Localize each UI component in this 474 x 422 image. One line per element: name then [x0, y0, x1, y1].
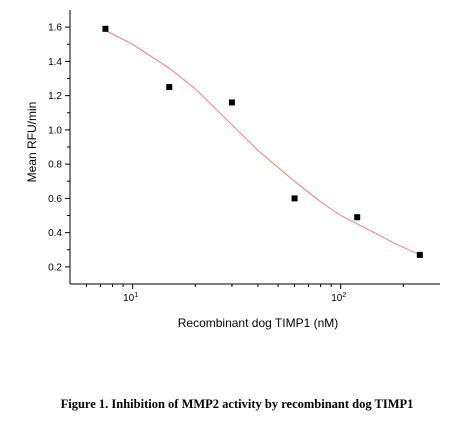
data-point — [416, 251, 423, 258]
y-tick-label: 0.2 — [48, 262, 62, 273]
x-tick-label: 101 — [123, 292, 138, 304]
chart: 0.2 0.4 0.6 0.8 1.0 1.2 1.4 1.6 101 102 Recombina… — [25, 10, 440, 330]
y-tick-label: 1.4 — [48, 57, 62, 68]
data-point — [354, 214, 361, 221]
y-axis-title: Mean RFU/min — [25, 102, 39, 183]
x-tick-label: 102 — [331, 292, 346, 304]
data-point — [102, 25, 109, 32]
tick-marks — [65, 26, 404, 289]
data-point — [228, 99, 235, 106]
y-tick-label: 1.6 — [48, 23, 62, 34]
x-axis-title: Recombinant dog TIMP1 (nM) — [178, 316, 339, 330]
data-point — [166, 84, 173, 91]
data-point — [291, 195, 298, 202]
y-tick-label: 0.8 — [48, 160, 62, 171]
figure-caption: Figure 1. Inhibition of MMP2 activity by… — [60, 397, 414, 411]
y-tick-label: 1.2 — [48, 91, 62, 102]
y-tick-label: 0.6 — [48, 194, 62, 205]
data-points — [102, 25, 423, 258]
fit-curve — [105, 30, 421, 256]
y-tick-label: 1.0 — [48, 125, 62, 136]
y-tick-label: 0.4 — [48, 228, 62, 239]
tick-labels: 0.2 0.4 0.6 0.8 1.0 1.2 1.4 1.6 101 102 — [48, 23, 346, 304]
